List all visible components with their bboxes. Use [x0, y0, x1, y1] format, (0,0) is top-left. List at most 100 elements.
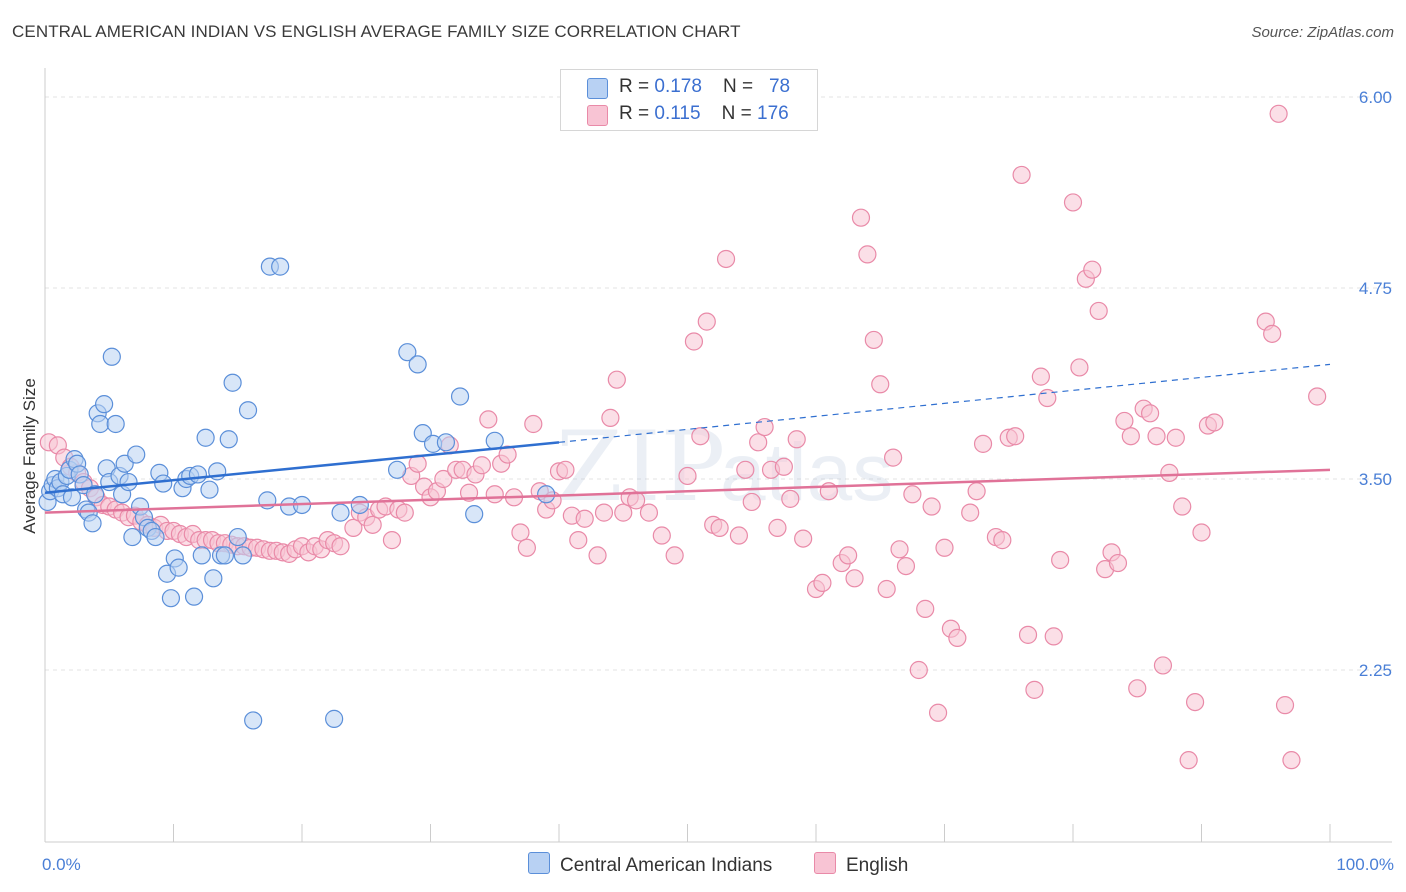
pink-swatch: [587, 105, 608, 126]
english-point: [851, 208, 871, 227]
english-point: [479, 410, 498, 429]
x-tick-label: 100.0%: [1336, 855, 1394, 874]
english-point: [973, 434, 993, 453]
english-point: [665, 546, 684, 565]
english-point: [903, 485, 922, 504]
english-point: [967, 482, 986, 501]
central-american-indian-point: [223, 373, 242, 392]
english-point: [1051, 550, 1070, 570]
english-point: [626, 491, 646, 510]
chart-title: CENTRAL AMERICAN INDIAN VS ENGLISH AVERA…: [12, 22, 741, 41]
central-american-indian-point: [106, 414, 125, 434]
central-american-indian-point: [233, 546, 252, 565]
blue-trend-line: [44, 441, 560, 494]
english-point: [344, 518, 363, 537]
english-point: [871, 375, 890, 394]
central-american-indian-point: [95, 395, 114, 414]
legend-pink-text: R = 0.115 N = 176: [619, 103, 789, 124]
english-point: [684, 332, 704, 351]
english-point: [813, 573, 832, 593]
central-american-indian-point: [196, 428, 215, 447]
english-point: [678, 466, 697, 486]
english-point: [1018, 625, 1038, 644]
x-tick-label: 0.0%: [42, 855, 81, 874]
english-point: [1269, 104, 1288, 123]
english-point: [691, 427, 710, 446]
central-american-indian-point: [331, 503, 350, 522]
central-american-indian-point: [271, 257, 290, 276]
english-point: [652, 526, 671, 545]
english-point: [864, 330, 883, 350]
english-point: [1185, 692, 1205, 712]
bottom-blue-swatch: [528, 852, 550, 874]
english-point: [1070, 358, 1089, 377]
axes: [44, 68, 1392, 843]
english-point: [485, 485, 504, 504]
english-point: [858, 245, 877, 264]
english-point: [845, 569, 864, 588]
english-point: [395, 503, 414, 522]
english-point: [517, 538, 536, 557]
english-point: [890, 540, 909, 559]
english-point: [556, 460, 575, 479]
english-point: [1115, 411, 1134, 431]
english-point: [1192, 523, 1211, 542]
y-tick-label: 2.25: [1359, 661, 1392, 680]
english-point: [1012, 165, 1031, 185]
central-american-indian-point: [408, 355, 427, 374]
central-american-indian-point: [537, 485, 556, 504]
english-point: [787, 430, 806, 449]
english-point: [755, 417, 774, 437]
bottom-legend-pink: English: [814, 852, 908, 877]
english-point: [697, 312, 716, 331]
central-american-indian-point: [465, 505, 484, 524]
english-point: [1025, 680, 1044, 699]
english-point: [781, 489, 800, 508]
english-point: [909, 660, 928, 680]
english-point: [774, 457, 793, 476]
english-point: [794, 529, 813, 548]
central-american-indian-point: [325, 709, 344, 728]
y-tick-label: 4.75: [1359, 279, 1392, 298]
english-point: [1282, 751, 1301, 770]
english-point: [524, 414, 543, 434]
grid-lines: [45, 96, 1392, 671]
english-point: [935, 538, 954, 557]
english-point: [1166, 428, 1185, 447]
english-point: [434, 469, 453, 489]
blue-swatch: [587, 78, 608, 99]
y-tick-label: 3.50: [1359, 470, 1392, 489]
english-point: [1179, 751, 1198, 770]
english-point: [768, 518, 787, 537]
stats-legend: R = 0.178 N = 78 R = 0.115 N = 176: [560, 69, 818, 131]
central-american-indian-point: [169, 558, 188, 577]
english-point: [1031, 367, 1050, 386]
central-american-indian-point: [102, 347, 121, 366]
english-point: [1006, 427, 1025, 446]
english-point: [1205, 413, 1224, 432]
source-label: Source: ZipAtlas.com: [1251, 24, 1394, 41]
central-american-indian-point: [238, 401, 258, 420]
english-point: [607, 370, 626, 389]
english-point: [1128, 679, 1147, 698]
central-american-indian-point: [200, 480, 219, 499]
tick-labels: 2.25 3.50 4.75 6.00 0.0% 100.0%: [42, 88, 1394, 874]
english-point: [716, 249, 736, 269]
central-american-indian-point: [350, 495, 369, 515]
english-point: [1263, 324, 1282, 343]
english-point: [742, 492, 761, 512]
english-point: [993, 531, 1012, 550]
central-american-indian-point: [436, 433, 456, 452]
pink-trend-line: [44, 468, 1331, 514]
central-american-indian-point: [146, 527, 165, 547]
central-american-indian-point: [204, 569, 223, 588]
central-american-indian-point: [244, 711, 263, 730]
english-point: [1089, 301, 1108, 321]
english-point: [883, 448, 903, 467]
english-point: [459, 483, 479, 502]
english-point: [922, 497, 941, 516]
central-american-indian-point: [450, 387, 470, 406]
central-american-indian-point: [228, 527, 247, 547]
english-point: [594, 503, 614, 522]
